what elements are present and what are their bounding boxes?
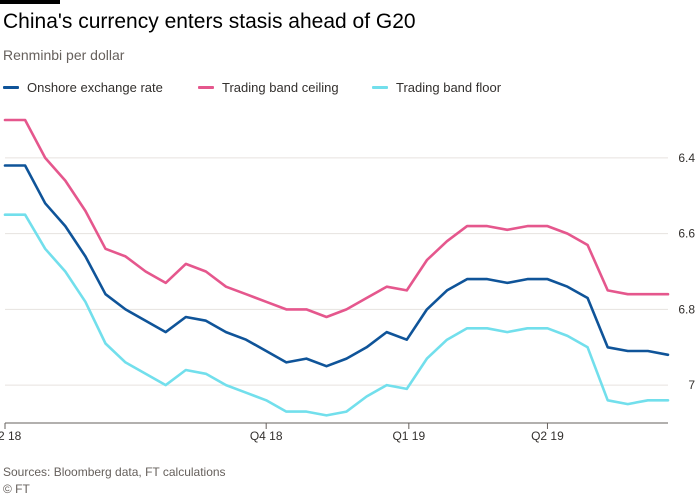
chart-series — [3, 118, 670, 417]
series-line-2 — [3, 213, 670, 417]
source-note: Sources: Bloomberg data, FT calculations — [3, 465, 226, 479]
series-line-1 — [3, 118, 670, 319]
y-tick-label-3: 7 — [688, 378, 695, 392]
legend-swatch-onshore — [3, 86, 19, 89]
legend-label-floor: Trading band floor — [396, 80, 502, 95]
line-chart: 6.4 6.6 6.8 7 Q2 18 Q4 18 Q1 19 Q2 19 — [0, 118, 695, 443]
y-tick-label-1: 6.6 — [678, 227, 695, 241]
x-tick-label-2: Q1 19 — [392, 429, 425, 443]
x-tick-label-1: Q4 18 — [250, 429, 283, 443]
legend-label-ceiling: Trading band ceiling — [222, 80, 339, 95]
x-tick-label-3: Q2 19 — [531, 429, 564, 443]
legend-label-onshore: Onshore exchange rate — [27, 80, 163, 95]
chart-legend: Onshore exchange rate Trading band ceili… — [0, 80, 700, 98]
legend-item-floor: Trading band floor — [372, 80, 501, 95]
legend-item-onshore: Onshore exchange rate — [3, 80, 163, 95]
x-tick-label-0: Q2 18 — [0, 429, 22, 443]
y-tick-label-0: 6.4 — [678, 151, 695, 165]
credit-note: © FT — [3, 482, 30, 496]
chart-subtitle: Renminbi per dollar — [3, 47, 125, 63]
ft-top-bar — [0, 0, 60, 4]
chart-grid — [5, 157, 668, 386]
x-axis: Q2 18 Q4 18 Q1 19 Q2 19 — [0, 422, 668, 443]
legend-swatch-ceiling — [198, 86, 214, 89]
legend-item-ceiling: Trading band ceiling — [198, 80, 339, 95]
series-line-0 — [3, 164, 670, 368]
y-tick-label-2: 6.8 — [678, 302, 695, 316]
legend-swatch-floor — [372, 86, 388, 89]
y-axis: 6.4 6.6 6.8 7 — [678, 151, 695, 392]
chart-title: China's currency enters stasis ahead of … — [3, 10, 416, 33]
